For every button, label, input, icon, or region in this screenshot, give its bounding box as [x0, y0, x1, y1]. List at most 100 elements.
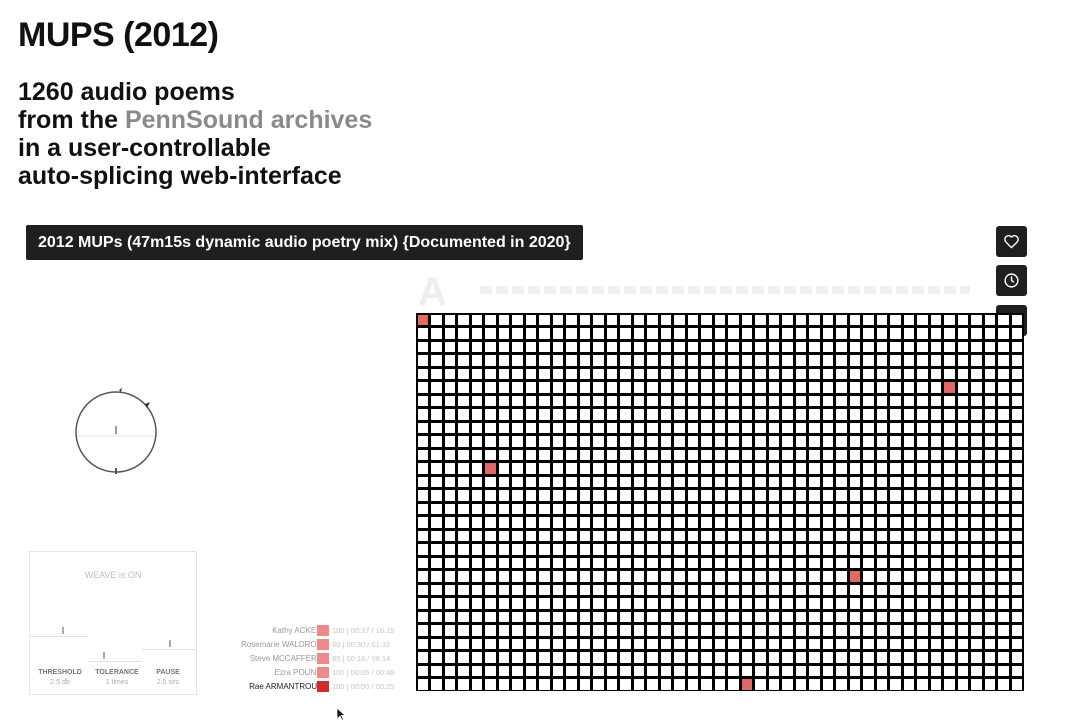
grid-cell[interactable]	[836, 584, 847, 595]
grid-cell[interactable]	[552, 679, 564, 690]
grid-cell[interactable]	[431, 571, 442, 582]
grid-cell[interactable]	[714, 557, 726, 568]
grid-cell[interactable]	[687, 328, 699, 339]
grid-cell[interactable]	[647, 449, 658, 460]
grid-cell[interactable]	[606, 422, 618, 433]
grid-cell[interactable]	[458, 449, 469, 460]
grid-cell[interactable]	[930, 544, 942, 555]
grid-cell[interactable]	[471, 611, 483, 622]
grid-cell[interactable]	[566, 341, 577, 352]
grid-cell[interactable]	[687, 449, 699, 460]
grid-cell[interactable]	[579, 571, 591, 582]
grid-cell[interactable]	[944, 544, 955, 555]
grid-cell[interactable]	[903, 584, 915, 595]
grid-cell[interactable]	[809, 436, 820, 447]
grid-cell[interactable]	[822, 382, 834, 393]
grid-cell[interactable]	[984, 314, 996, 325]
grid-cell[interactable]	[620, 409, 631, 420]
grid-cell[interactable]	[836, 638, 847, 649]
grid-cell[interactable]	[782, 503, 793, 514]
grid-cell[interactable]	[566, 476, 577, 487]
grid-cell[interactable]	[714, 571, 726, 582]
grid-cell[interactable]	[539, 530, 550, 541]
grid-cell[interactable]	[822, 463, 834, 474]
grid-cell[interactable]	[593, 463, 604, 474]
grid-cell[interactable]	[674, 368, 685, 379]
grid-cell[interactable]	[701, 436, 712, 447]
grid-cell[interactable]	[741, 436, 753, 447]
grid-cell[interactable]	[768, 652, 780, 663]
grid-cell[interactable]	[755, 571, 766, 582]
grid-cell[interactable]	[971, 409, 982, 420]
grid-cell[interactable]	[998, 584, 1009, 595]
grid-cell[interactable]	[782, 476, 793, 487]
grid-cell[interactable]	[417, 476, 428, 487]
grid-cell[interactable]	[593, 625, 604, 636]
grid-cell[interactable]	[741, 625, 753, 636]
grid-cell[interactable]	[431, 476, 442, 487]
grid-cell[interactable]	[822, 503, 834, 514]
grid-cell[interactable]	[755, 449, 766, 460]
grid-cell[interactable]	[714, 517, 726, 528]
grid-cell[interactable]	[1011, 517, 1023, 528]
grid-cell[interactable]	[471, 557, 483, 568]
grid-cell[interactable]	[984, 409, 996, 420]
grid-cell[interactable]	[660, 679, 672, 690]
grid-cell[interactable]	[552, 665, 564, 676]
grid-cell[interactable]	[525, 476, 537, 487]
grid-cell[interactable]	[606, 476, 618, 487]
grid-cell[interactable]	[863, 328, 874, 339]
grid-cell[interactable]	[822, 436, 834, 447]
grid-cell[interactable]	[620, 314, 631, 325]
grid-cell[interactable]	[836, 314, 847, 325]
grid-cell[interactable]	[849, 355, 861, 366]
grid-cell[interactable]	[930, 503, 942, 514]
grid-cell[interactable]	[755, 584, 766, 595]
grid-cell[interactable]	[917, 355, 928, 366]
grid-cell[interactable]	[836, 395, 847, 406]
grid-cell[interactable]	[930, 530, 942, 541]
threshold-control[interactable]: THRESHOLD 2.5 db	[32, 669, 88, 686]
grid-cell[interactable]	[903, 395, 915, 406]
grid-cell[interactable]	[701, 557, 712, 568]
grid-cell[interactable]	[890, 625, 901, 636]
grid-cell[interactable]	[471, 368, 483, 379]
grid-cell[interactable]	[687, 422, 699, 433]
grid-cell[interactable]	[876, 449, 888, 460]
grid-cell[interactable]	[714, 584, 726, 595]
grid-cell[interactable]	[485, 530, 496, 541]
grid-cell[interactable]	[768, 368, 780, 379]
grid-cell[interactable]	[579, 328, 591, 339]
grid-cell[interactable]	[782, 314, 793, 325]
grid-cell[interactable]	[674, 463, 685, 474]
grid-cell[interactable]	[458, 463, 469, 474]
grid-cell[interactable]	[998, 436, 1009, 447]
grid-cell[interactable]	[728, 638, 739, 649]
grid-cell[interactable]	[606, 584, 618, 595]
grid-cell[interactable]	[714, 341, 726, 352]
grid-cell[interactable]	[890, 544, 901, 555]
grid-cell[interactable]	[485, 436, 496, 447]
grid-cell[interactable]	[431, 341, 442, 352]
grid-cell[interactable]	[836, 517, 847, 528]
grid-cell[interactable]	[755, 395, 766, 406]
grid-cell[interactable]	[633, 490, 645, 501]
grid-cell[interactable]	[903, 544, 915, 555]
grid-cell[interactable]	[822, 625, 834, 636]
grid-cell[interactable]	[674, 625, 685, 636]
grid-cell[interactable]	[660, 449, 672, 460]
grid-cell[interactable]	[822, 557, 834, 568]
grid-cell[interactable]	[620, 584, 631, 595]
grid-cell[interactable]	[647, 611, 658, 622]
legend-row[interactable]: Rae ARMANTROUT 100 | 00:00 / 00:25	[210, 680, 430, 694]
grid-cell[interactable]	[471, 449, 483, 460]
grid-cell[interactable]	[687, 503, 699, 514]
grid-cell[interactable]	[755, 436, 766, 447]
grid-cell[interactable]	[674, 436, 685, 447]
grid-cell[interactable]	[444, 490, 456, 501]
grid-cell[interactable]	[633, 611, 645, 622]
grid-cell[interactable]	[593, 422, 604, 433]
grid-cell[interactable]	[809, 449, 820, 460]
grid-cell[interactable]	[674, 652, 685, 663]
grid-cell[interactable]	[512, 584, 523, 595]
